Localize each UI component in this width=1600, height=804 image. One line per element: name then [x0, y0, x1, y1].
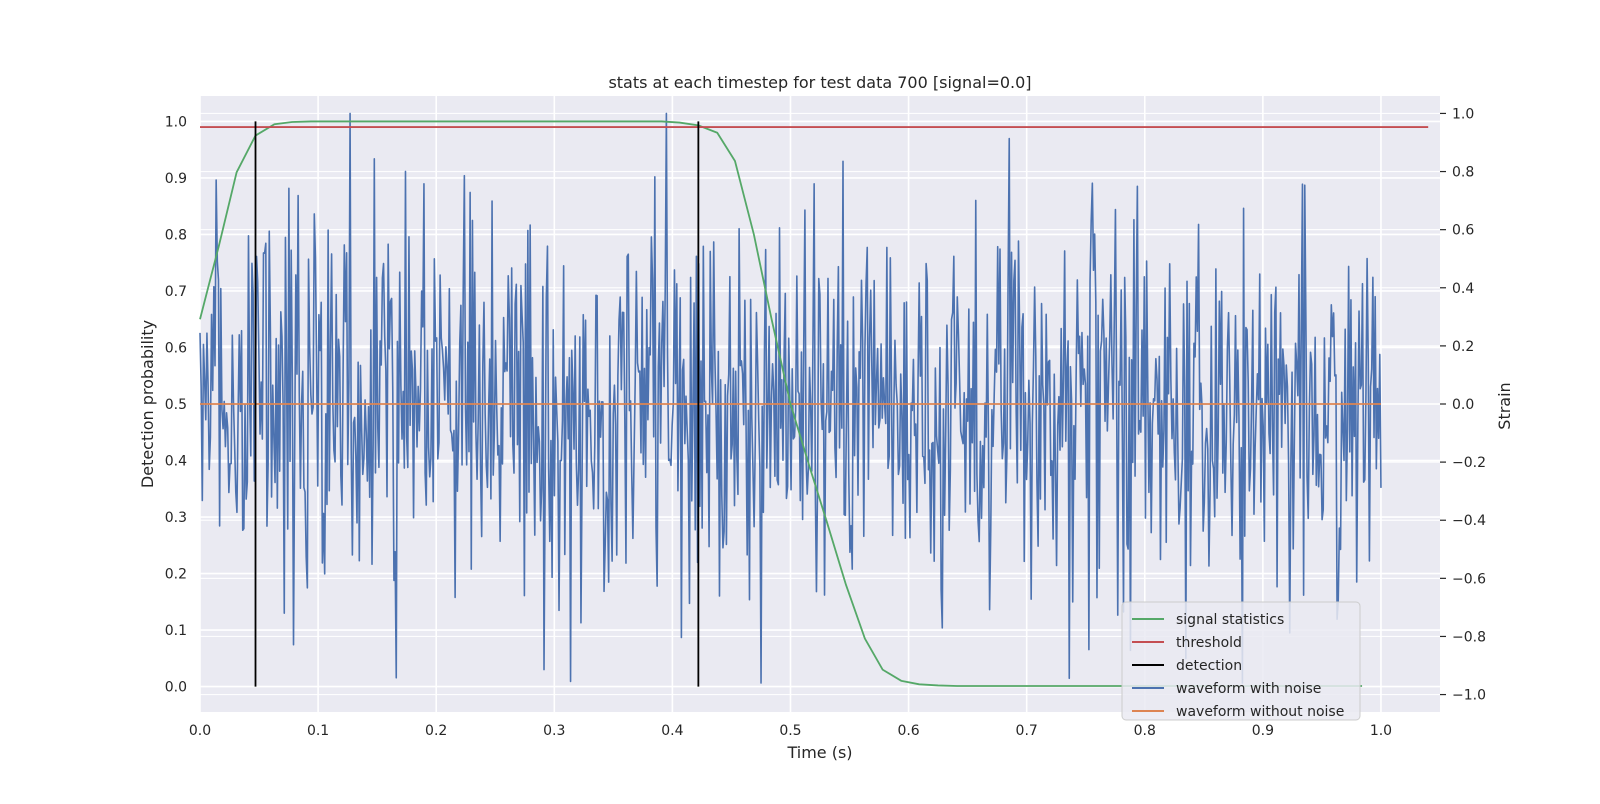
y-right-tick-label: −1.0: [1452, 688, 1486, 704]
x-tick-labels: 0.0 0.1 0.2 0.3 0.4 0.5 0.6 0.7 0.8 0.9 1.0: [189, 723, 1392, 739]
y-right-tick-label: 1.0: [1452, 106, 1474, 122]
legend: signal statistics threshold detection wavef…: [1121, 601, 1361, 721]
series-layer: [199, 112, 1429, 687]
y-left-tick-label: 0.8: [165, 227, 187, 243]
x-tick-label: 1.0: [1370, 723, 1392, 739]
x-tick-label: 0.3: [543, 723, 565, 739]
y-right-tick-label: −0.6: [1452, 571, 1486, 587]
y-right-tick-label: −0.4: [1452, 513, 1486, 529]
legend-box: [1121, 601, 1361, 721]
legend-label: signal statistics: [1176, 612, 1284, 628]
y-right-tick-label: 0.4: [1452, 281, 1474, 297]
legend-label: waveform without noise: [1176, 704, 1344, 720]
legend-label: detection: [1176, 658, 1242, 674]
y-left-tick-label: 0.5: [165, 397, 187, 413]
x-tick-label: 0.7: [1016, 723, 1038, 739]
y-left-tick-label: 0.0: [165, 680, 187, 696]
y-left-tick-label: 0.1: [165, 623, 187, 639]
x-axis-label: Time (s): [786, 743, 852, 762]
x-tick-label: 0.0: [189, 723, 211, 739]
y-right-tick-label: 0.8: [1452, 165, 1474, 181]
y-left-tick-label: 0.4: [165, 454, 187, 470]
y-left-tick-label: 0.3: [165, 510, 187, 526]
series-waveform-with-noise: [199, 112, 1382, 684]
y-left-tick-label: 0.2: [165, 567, 187, 583]
y-left-tick-labels: 0.0 0.1 0.2 0.3 0.4 0.5 0.6 0.7 0.8 0.9 1.0: [165, 114, 187, 695]
y-right-tick-label: 0.6: [1452, 223, 1474, 239]
x-tick-label: 0.5: [779, 723, 801, 739]
legend-label: waveform with noise: [1176, 681, 1321, 697]
chart-title: stats at each timestep for test data 700…: [608, 73, 1031, 92]
x-tick-label: 0.1: [307, 723, 329, 739]
legend-label: threshold: [1176, 635, 1242, 651]
x-tick-label: 0.9: [1252, 723, 1274, 739]
y-right-tick-labels: −1.0 −0.8 −0.6 −0.4 −0.2 0.0 0.2 0.4 0.6 0.8 1.0: [1440, 106, 1486, 704]
y-right-tick-label: −0.8: [1452, 629, 1486, 645]
y-right-tick-label: 0.2: [1452, 339, 1474, 355]
x-tick-label: 0.4: [661, 723, 683, 739]
x-tick-label: 0.8: [1134, 723, 1156, 739]
y-left-tick-label: 1.0: [165, 114, 187, 130]
y-left-axis-label: Detection probability: [138, 320, 157, 488]
x-tick-label: 0.2: [425, 723, 447, 739]
y-right-tick-label: −0.2: [1452, 455, 1486, 471]
x-tick-label: 0.6: [897, 723, 919, 739]
y-left-tick-label: 0.6: [165, 340, 187, 356]
series-signal-statistics: [199, 120, 1363, 687]
y-right-tick-label: 0.0: [1452, 397, 1474, 413]
y-right-axis-label: Strain: [1495, 382, 1514, 429]
y-left-tick-label: 0.7: [165, 284, 187, 300]
y-left-tick-label: 0.9: [165, 171, 187, 187]
